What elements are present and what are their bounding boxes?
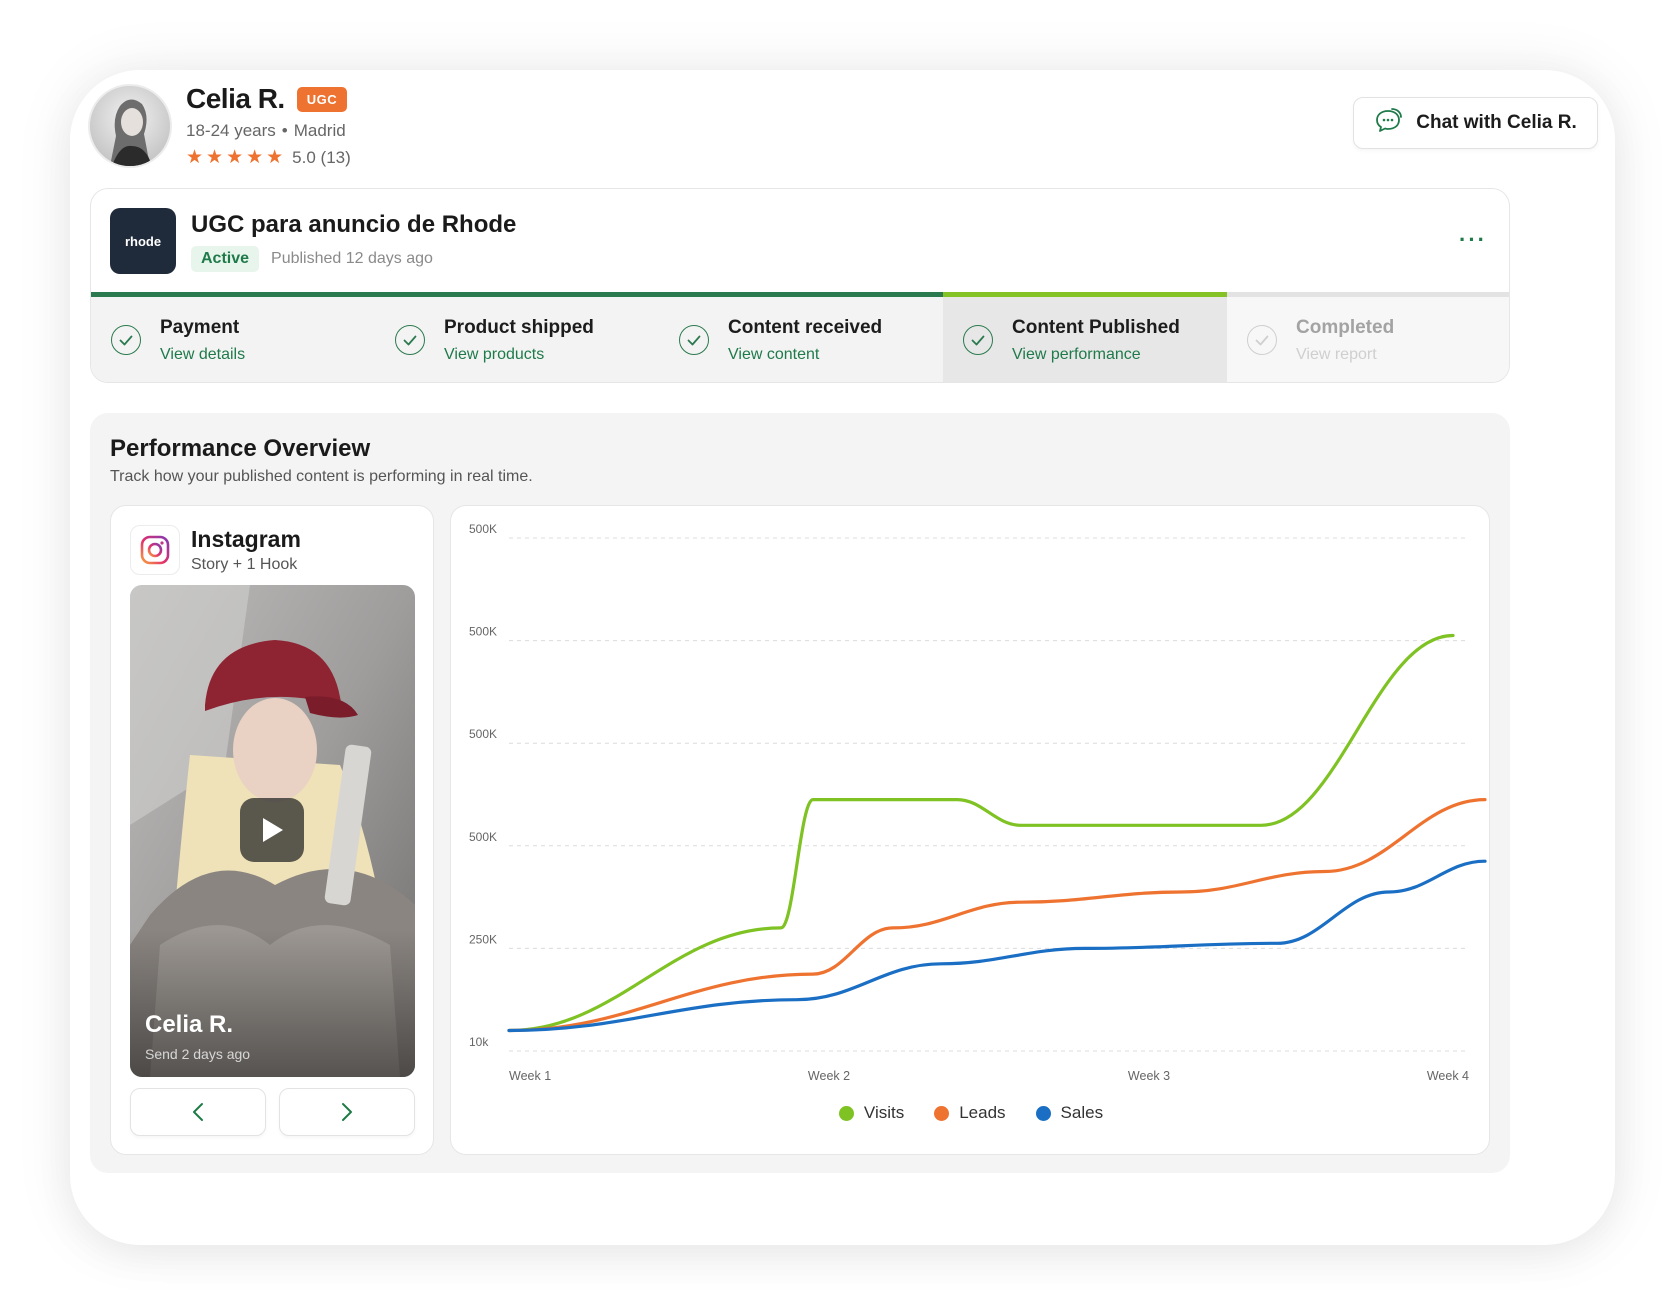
platform-name: Instagram [191,526,301,552]
legend-item-leads: Leads [934,1103,1006,1123]
step-title: Completed [1296,317,1395,338]
campaign-card: rhode UGC para anuncio de Rhode Active P… [90,188,1510,383]
step-payment: Payment View details [91,292,375,382]
legend-swatch [1035,1105,1051,1121]
step-product-shipped: Product shipped View products [375,292,659,382]
chevron-left-icon [193,1103,203,1121]
previous-button[interactable] [130,1088,266,1136]
video-sent-time: Send 2 days ago [145,1046,251,1062]
avatar [90,86,170,166]
play-button[interactable] [240,798,304,862]
campaign-status-row: Active Published 12 days ago [191,246,433,272]
step-completed: Completed View report [1227,292,1509,382]
legend-label: Leads [959,1103,1006,1122]
check-circle-icon [1247,325,1277,355]
check-circle-icon [679,325,709,355]
instagram-icon [130,525,180,575]
legend-item-sales: Sales [1035,1103,1104,1123]
content-format: Story + 1 Hook [191,556,298,573]
section-subtitle: Track how your published content is perf… [110,468,533,485]
step-content-received: Content received View content [659,292,943,382]
location: Madrid [293,121,346,140]
review-count: (13) [320,147,351,167]
legend-label: Visits [863,1103,905,1122]
brand-logo: rhode [110,208,176,274]
legend-item-visits: Visits [838,1103,905,1123]
legend-swatch [838,1105,854,1121]
chat-button-label: Chat with Celia R. [1416,112,1577,133]
view-report-link[interactable]: View report [1296,346,1377,363]
creator-name: Celia R. [186,83,285,114]
y-tick-label: 500K [469,625,497,639]
step-title: Content received [728,317,883,338]
check-circle-icon [963,325,993,355]
chat-icon [1374,106,1404,140]
content-card: Instagram Story + 1 Hook [110,505,434,1155]
step-title: Product shipped [444,317,594,338]
legend-label: Sales [1060,1103,1104,1122]
y-tick-label: 10k [469,1035,489,1049]
creator-meta: 18-24 years • Madrid [186,121,351,141]
series-line-visits [507,633,1455,1033]
app-frame: Celia R. UGC 18-24 years • Madrid ★★★★★ 5.… [70,70,1615,1245]
section-title: Performance Overview [110,435,371,462]
progress-steps: Payment View details Product shipped Vie… [91,292,1509,382]
x-tick-label: Week 1 [509,1069,551,1083]
rating-value: 5.0 [292,147,316,167]
age-range: 18-24 years [186,121,276,140]
check-circle-icon [111,325,141,355]
more-options-button[interactable]: ··· [1459,227,1487,252]
published-time: Published 12 days ago [271,250,433,267]
view-products-link[interactable]: View products [444,346,545,363]
status-badge: Active [191,246,260,272]
next-button[interactable] [279,1088,415,1136]
check-circle-icon [395,325,425,355]
x-tick-label: Week 3 [1128,1069,1170,1083]
step-title: Content Published [1012,317,1180,338]
y-tick-label: 250K [469,932,497,946]
performance-chart: 10k 250K 500K 500K 500K 500K Week 1 Week 2 Week … [469,522,1487,1083]
star-icon: ★★★★★ [186,147,287,168]
chevron-right-icon [342,1103,352,1121]
series-line-leads [507,798,1487,1033]
separator-dot: • [281,121,288,140]
video-preview[interactable]: Celia R. Send 2 days ago [130,585,415,1077]
creator-profile: Celia R. UGC 18-24 years • Madrid ★★★★★ 5.… [90,83,351,169]
series-line-sales [507,859,1487,1033]
chart-legend: Visits Leads Sales [451,1103,1491,1123]
x-tick-label: Week 4 [1427,1069,1469,1083]
step-content-published: Content Published View performance [943,292,1227,382]
view-content-link[interactable]: View content [728,346,820,363]
rating: ★★★★★ 5.0 (13) [186,146,351,169]
y-tick-label: 500K [469,830,497,844]
y-tick-label: 500K [469,522,497,536]
campaign-title: UGC para anuncio de Rhode [191,211,517,238]
view-details-link[interactable]: View details [160,346,246,363]
y-tick-label: 500K [469,727,497,741]
performance-chart-card: 10k 250K 500K 500K 500K 500K Week 1 Week 2 Week … [450,505,1490,1155]
legend-swatch [934,1105,950,1121]
performance-section: Performance Overview Track how your publ… [90,413,1510,1173]
ugc-badge: UGC [296,86,348,112]
video-creator-name: Celia R. [145,1011,234,1038]
play-icon [263,818,283,842]
step-title: Payment [160,317,240,338]
view-performance-link[interactable]: View performance [1012,346,1141,363]
chat-button[interactable]: Chat with Celia R. [1353,97,1598,149]
x-tick-label: Week 2 [808,1069,850,1083]
